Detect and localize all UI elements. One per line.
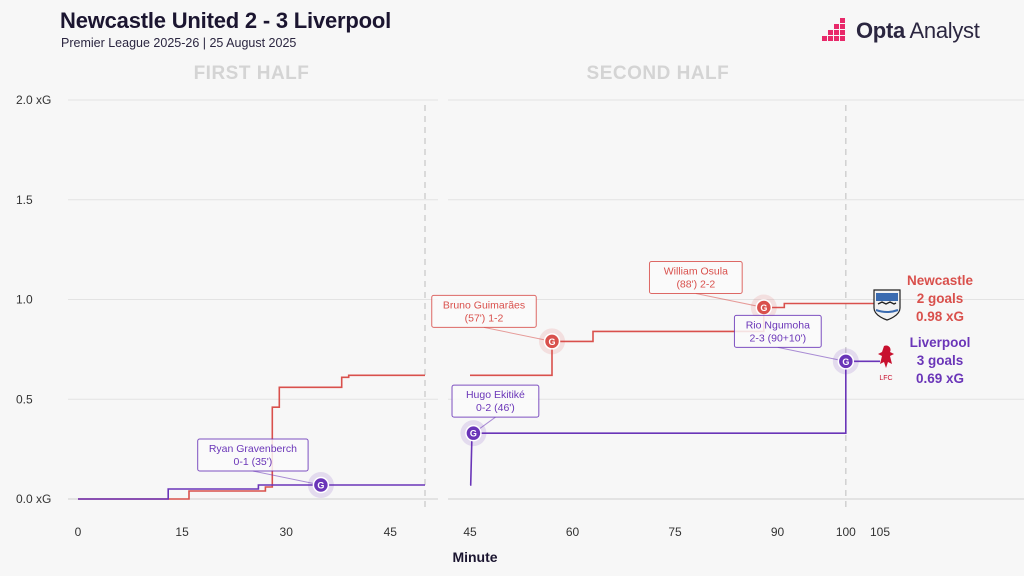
annotation-box	[648, 260, 743, 294]
x-tick-label: 0	[75, 525, 82, 539]
annotation-box	[451, 384, 540, 418]
x-tick-label: 75	[668, 525, 682, 539]
goal-marker	[837, 353, 855, 370]
series-line-liverpool	[469, 360, 880, 486]
series-line-newcastle	[78, 374, 425, 500]
x-tick-label: 60	[566, 525, 580, 539]
x-tick-label: 15	[175, 525, 189, 539]
x-tick-label: 105	[870, 525, 890, 539]
annotation-box	[431, 294, 537, 328]
team-xg-liverpool: 0.69 xG	[916, 371, 964, 386]
annotation-detail: 0-2 (46')	[476, 402, 515, 414]
x-tick-label: 45	[384, 525, 398, 539]
x-tick-label: 100	[836, 525, 856, 539]
team-goals-newcastle: 2 goals	[917, 291, 964, 306]
newcastle-crest-icon	[873, 289, 901, 321]
annotation-player: Hugo Ekitiké	[466, 389, 525, 401]
annotation-detail: (57') 1-2	[465, 312, 504, 324]
goal-marker-letter: G	[842, 357, 849, 367]
team-name-newcastle: Newcastle	[907, 273, 974, 288]
y-tick-label: 1.0	[16, 293, 33, 307]
annotation-leader	[695, 292, 764, 308]
series-line-newcastle	[470, 302, 880, 377]
goal-marker-letter: G	[317, 481, 324, 491]
goal-marker	[465, 424, 482, 442]
y-tick-label: 2.0 xG	[16, 93, 51, 107]
annotation-detail: 2-3 (90+10')	[750, 332, 807, 344]
x-axis-title: Minute	[452, 549, 497, 565]
opta-logo-icon	[822, 18, 845, 41]
half-label: SECOND HALF	[587, 63, 730, 84]
goal-marker-letter: G	[760, 303, 767, 313]
goal-marker	[312, 476, 330, 494]
annotation-box	[197, 438, 309, 472]
y-tick-label: 0.5	[16, 392, 33, 406]
svg-text:LFC: LFC	[879, 375, 892, 382]
annotation-player: Bruno Guimarães	[443, 299, 525, 311]
goal-marker-letter: G	[548, 337, 555, 347]
annotation-detail: (88') 2-2	[676, 278, 715, 290]
chart-title: Newcastle United 2 - 3 Liverpool	[60, 8, 392, 33]
goal-marker	[543, 333, 561, 350]
x-tick-label: 45	[463, 525, 477, 539]
brand-name: Opta Analyst	[856, 18, 980, 44]
brand-name-light: Analyst	[904, 18, 980, 43]
y-tick-label: 1.5	[16, 193, 33, 207]
series-line-liverpool	[78, 484, 425, 500]
annotation-player: Rio Ngumoha	[746, 319, 810, 331]
team-xg-newcastle: 0.98 xG	[916, 309, 964, 324]
annotation-detail: 0-1 (35')	[234, 456, 273, 468]
brand-name-bold: Opta	[856, 18, 905, 43]
team-goals-liverpool: 3 goals	[917, 353, 964, 368]
annotation-player: William Osula	[664, 265, 728, 277]
annotation-leader	[777, 346, 846, 362]
x-tick-label: 90	[771, 525, 785, 539]
goal-marker-letter: G	[470, 429, 477, 439]
x-tick-label: 30	[280, 525, 294, 539]
liverpool-crest-icon: LFC	[878, 345, 894, 382]
annotation-leader	[483, 326, 553, 342]
half-label: FIRST HALF	[194, 63, 310, 84]
opta-analyst-logo: Opta Analyst	[820, 18, 980, 44]
chart-subtitle: Premier League 2025-26 | 25 August 2025	[61, 36, 297, 50]
annotation-player: Ryan Gravenberch	[209, 443, 297, 455]
team-name-liverpool: Liverpool	[910, 335, 971, 350]
annotation-box	[733, 314, 822, 348]
annotation-leader	[252, 470, 322, 486]
y-tick-label: 0.0 xG	[16, 492, 51, 506]
